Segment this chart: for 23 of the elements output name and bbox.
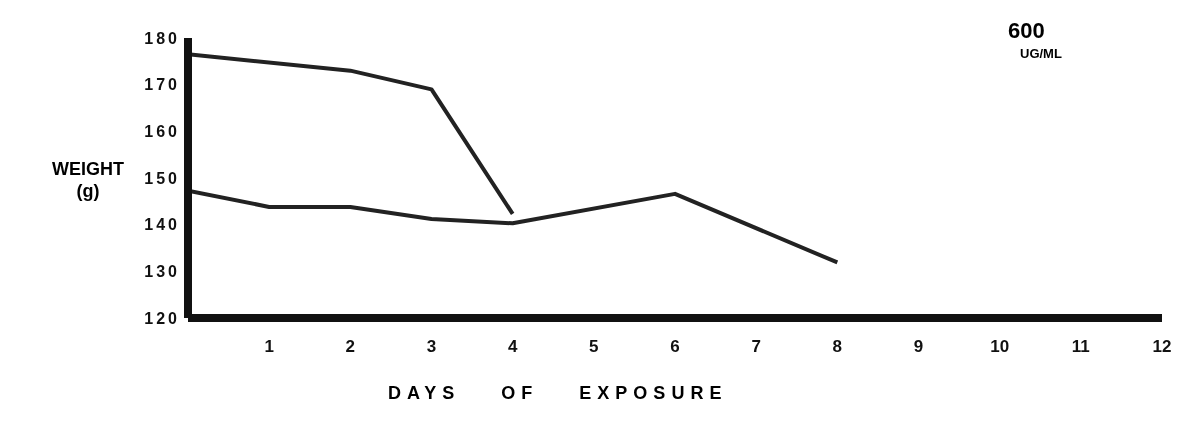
annotation: 600 [1008,18,1045,44]
x-tick-label: 3 [426,337,437,357]
x-tick-label: 1 [264,337,274,357]
x-tick-label: 6 [670,337,680,357]
x-tick-label: 7 [751,337,761,357]
y-tick-label: 130 [144,263,180,281]
x-axis-title: DAYS OF EXPOSURE [388,383,728,404]
y-tick-label: 120 [144,309,180,327]
y-tick-label: 140 [144,216,180,234]
x-tick-label: 5 [589,337,599,357]
x-tick-label: 8 [832,337,843,357]
y-tick-label: 160 [144,123,180,141]
x-tick-label: 10 [990,337,1010,357]
x-tick-label: 4 [507,337,518,357]
y-axis-title: WEIGHT (g) [51,158,125,202]
y-tick-label: 150 [144,169,180,187]
x-tick-label: 9 [913,337,924,357]
y-tick-label: 180 [144,29,180,47]
y-tick-label: 170 [144,76,180,94]
x-tick-label: 2 [345,337,356,357]
x-tick-label: 11 [1071,337,1090,357]
annotation: UG/ML [1020,46,1062,61]
x-tick-label: 12 [1152,337,1172,357]
